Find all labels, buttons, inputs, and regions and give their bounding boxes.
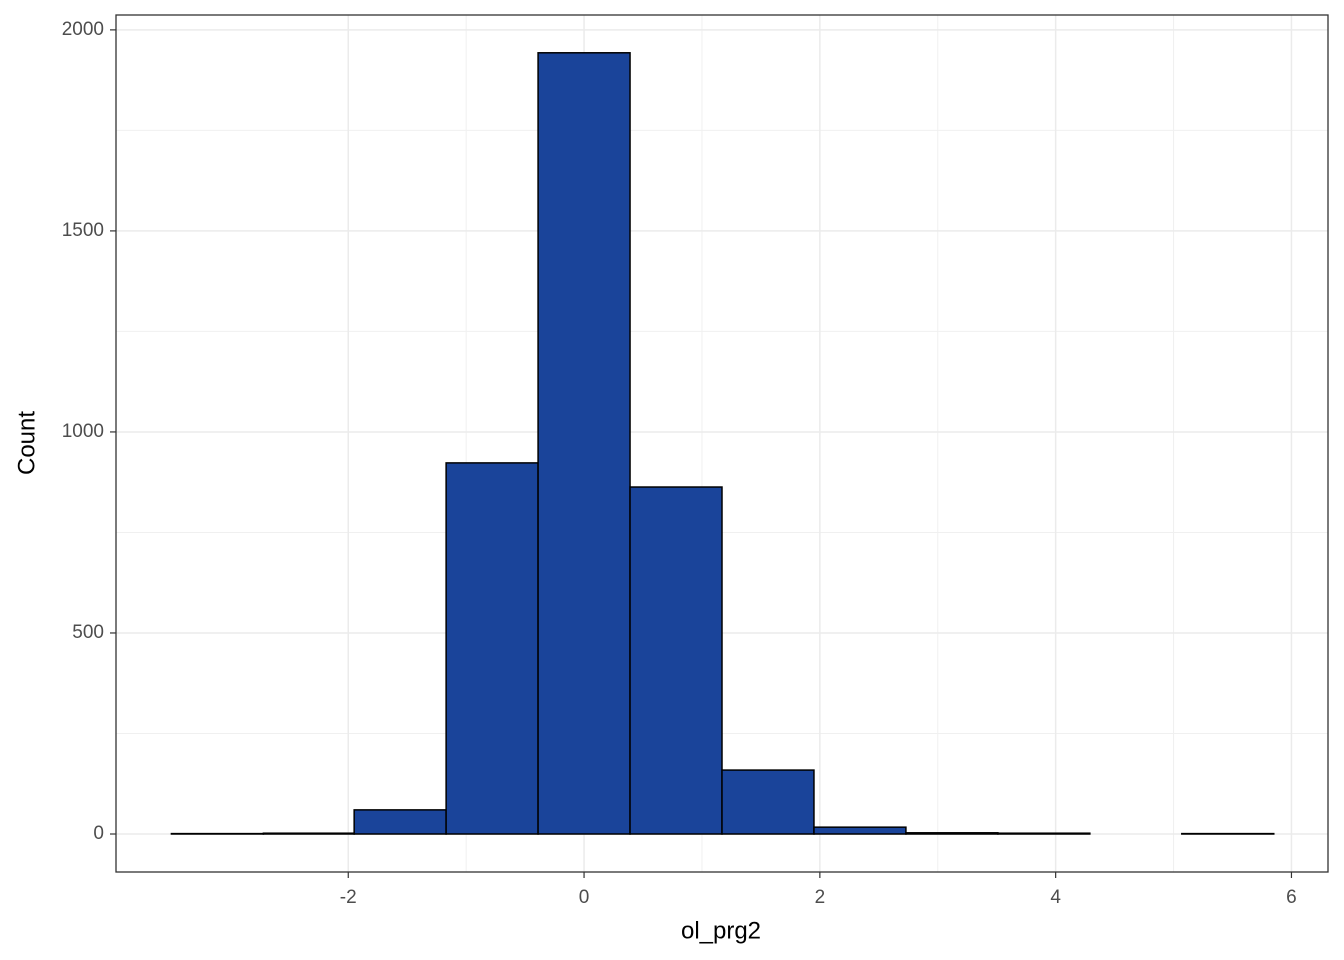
bar bbox=[905, 832, 999, 835]
y-axis-title: Count bbox=[13, 411, 40, 475]
bar bbox=[445, 462, 539, 835]
bar bbox=[997, 832, 1091, 835]
bar bbox=[537, 52, 631, 835]
x-tick-label: 6 bbox=[1286, 887, 1297, 908]
bar bbox=[629, 486, 723, 835]
x-tick-label: -2 bbox=[340, 887, 357, 908]
y-tick-label: 0 bbox=[93, 823, 104, 844]
x-tick-label: 4 bbox=[1050, 887, 1061, 908]
x-tick-label: 2 bbox=[815, 887, 826, 908]
y-tick-label: 500 bbox=[72, 622, 104, 643]
y-tick-label: 1500 bbox=[62, 220, 104, 241]
y-tick-label: 2000 bbox=[62, 19, 104, 40]
y-tick-label: 1000 bbox=[62, 421, 104, 442]
bar bbox=[721, 769, 815, 835]
bar bbox=[353, 809, 447, 835]
x-tick-label: 0 bbox=[579, 887, 590, 908]
x-axis-title: ol_prg2 bbox=[681, 917, 761, 944]
bar bbox=[813, 826, 907, 835]
bar bbox=[262, 832, 355, 835]
panel-border bbox=[115, 14, 1329, 873]
